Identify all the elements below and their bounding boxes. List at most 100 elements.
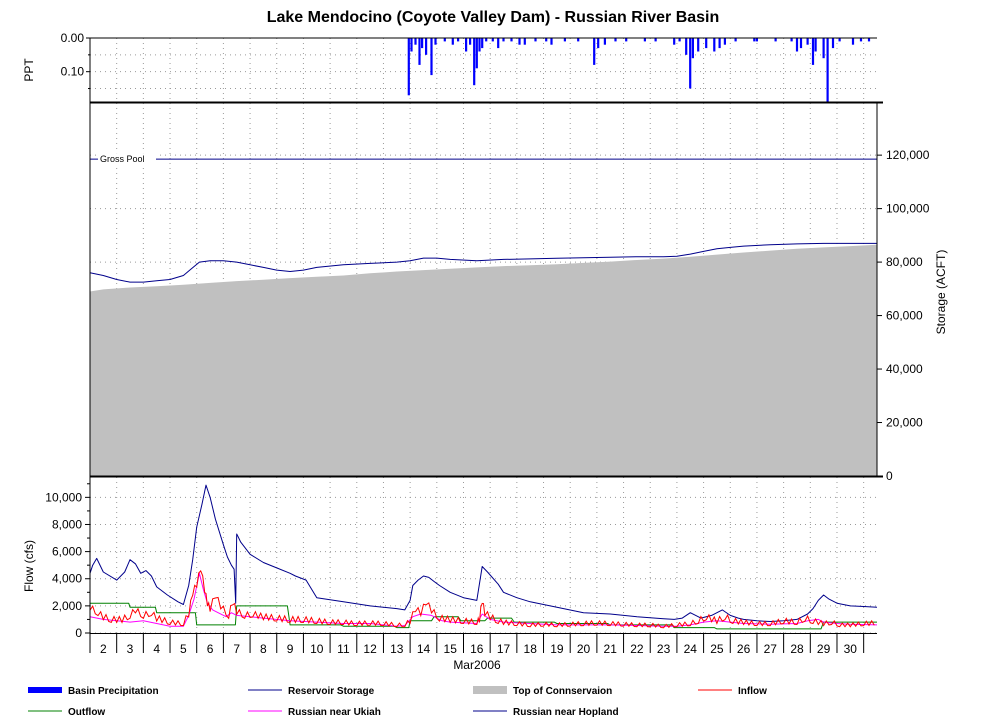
precip-bar — [685, 38, 688, 55]
precip-bar — [421, 38, 424, 49]
precip-bar — [577, 38, 580, 42]
day-tick-label: 9 — [287, 642, 294, 656]
russian-near-ukiah-line — [89, 572, 878, 627]
precip-bar — [713, 38, 716, 52]
precip-bar — [563, 38, 566, 42]
precip-bar — [822, 38, 825, 59]
precip-bar — [697, 38, 700, 52]
day-tick-label: 10 — [310, 642, 324, 656]
legend-label-ukiah: Russian near Ukiah — [288, 707, 381, 718]
precip-bar — [838, 38, 841, 42]
flow-tick-label: 0 — [75, 626, 82, 640]
precip-bar — [418, 38, 421, 65]
precip-bar — [485, 38, 488, 42]
precip-bar — [806, 38, 809, 45]
day-tick-label: 3 — [127, 642, 134, 656]
precip-bar — [510, 38, 513, 42]
day-tick-label: 7 — [233, 642, 240, 656]
precip-bar — [826, 38, 829, 102]
day-tick-label: 29 — [817, 642, 831, 656]
day-tick-label: 6 — [207, 642, 214, 656]
precip-bar — [518, 38, 521, 45]
storage-axis-label: Storage (ACFT) — [934, 250, 948, 335]
day-tick-label: 22 — [630, 642, 644, 656]
precip-bar — [475, 38, 478, 69]
legend-label-hopland: Russian near Hopland — [513, 707, 619, 718]
precip-bar — [625, 38, 628, 42]
precip-bar — [614, 38, 617, 42]
legend-label-outflow: Outflow — [68, 707, 105, 718]
precip-bar — [425, 38, 428, 55]
day-tick-label: 4 — [153, 642, 160, 656]
day-tick-label: 24 — [684, 642, 698, 656]
precip-bar — [473, 38, 476, 86]
precip-bar — [689, 38, 692, 89]
precip-bar — [407, 38, 410, 96]
axis-layer: 0.00 0.10 0 20,000 40,000 60,000 80,000 100,000… — [45, 31, 929, 656]
precip-bar — [410, 38, 413, 52]
legend-label-conservation: Top of Connservaion — [513, 686, 612, 697]
precip-bar — [851, 38, 855, 45]
flow-tick-label: 6,000 — [52, 545, 82, 559]
storage-panel: Gross Pool — [89, 153, 877, 476]
precip-bar — [603, 38, 606, 45]
reservoir-storage-line — [89, 242, 877, 283]
precip-tick-label: 0.00 — [61, 31, 85, 45]
day-tick-label: 19 — [550, 642, 564, 656]
day-tick-label: 8 — [260, 642, 267, 656]
flow-axis-label: Flow (cfs) — [22, 540, 36, 592]
precip-tick-label: 0.10 — [61, 65, 85, 79]
day-tick-label: 2 — [100, 642, 107, 656]
day-tick-label: 18 — [524, 642, 538, 656]
precip-bar — [478, 38, 481, 52]
storage-tick-label: 60,000 — [886, 309, 923, 323]
day-tick-label: 20 — [577, 642, 591, 656]
legend: Basin Precipitation Reservoir Storage Top … — [28, 686, 767, 718]
precip-bar — [654, 38, 657, 42]
precip-bar — [593, 38, 596, 65]
russian-near-hopland-line — [89, 484, 878, 622]
precip-bar — [734, 38, 737, 42]
panel-frames — [89, 37, 883, 634]
precip-bar — [434, 38, 437, 45]
top-of-conservation-area — [90, 244, 877, 476]
precip-bar — [523, 38, 526, 45]
day-tick-label: 17 — [497, 642, 511, 656]
precip-bar — [831, 38, 835, 49]
precip-bar — [678, 38, 681, 42]
flow-tick-label: 2,000 — [52, 599, 82, 613]
precip-bar — [795, 38, 799, 52]
flow-tick-label: 8,000 — [52, 517, 82, 531]
precip-bar — [753, 38, 756, 42]
precip-bar — [545, 38, 548, 42]
precip-bar — [597, 38, 600, 49]
precip-bar — [799, 38, 803, 49]
flow-tick-label: 4,000 — [52, 572, 82, 586]
precip-bar — [534, 38, 537, 42]
precip-axis-label: PPT — [22, 58, 36, 82]
day-tick-label: 11 — [337, 642, 350, 656]
outflow-line — [90, 602, 877, 630]
day-tick-label: 30 — [844, 642, 858, 656]
precip-bar — [755, 38, 758, 42]
flow-panel — [89, 484, 878, 630]
gross-pool-label: Gross Pool — [100, 154, 145, 164]
storage-tick-label: 40,000 — [886, 362, 923, 376]
day-tick-label: 21 — [604, 642, 618, 656]
day-tick-label: 14 — [417, 642, 431, 656]
storage-tick-label: 120,000 — [886, 148, 930, 162]
gross-pool-label-bg — [98, 153, 156, 166]
day-tick-label: 13 — [390, 642, 404, 656]
storage-tick-label: 20,000 — [886, 416, 923, 430]
precip-bar — [718, 38, 721, 49]
x-axis-month-label: Mar2006 — [453, 658, 501, 672]
precip-bar — [691, 38, 694, 59]
day-tick-label: 25 — [710, 642, 724, 656]
precip-bar — [430, 38, 433, 76]
legend-label-precip: Basin Precipitation — [68, 686, 159, 697]
day-tick-label: 28 — [790, 642, 804, 656]
legend-swatch-conservation — [473, 686, 507, 694]
precip-bar — [673, 38, 676, 45]
flow-tick-label: 10,000 — [45, 490, 82, 504]
day-tick-label: 23 — [657, 642, 671, 656]
